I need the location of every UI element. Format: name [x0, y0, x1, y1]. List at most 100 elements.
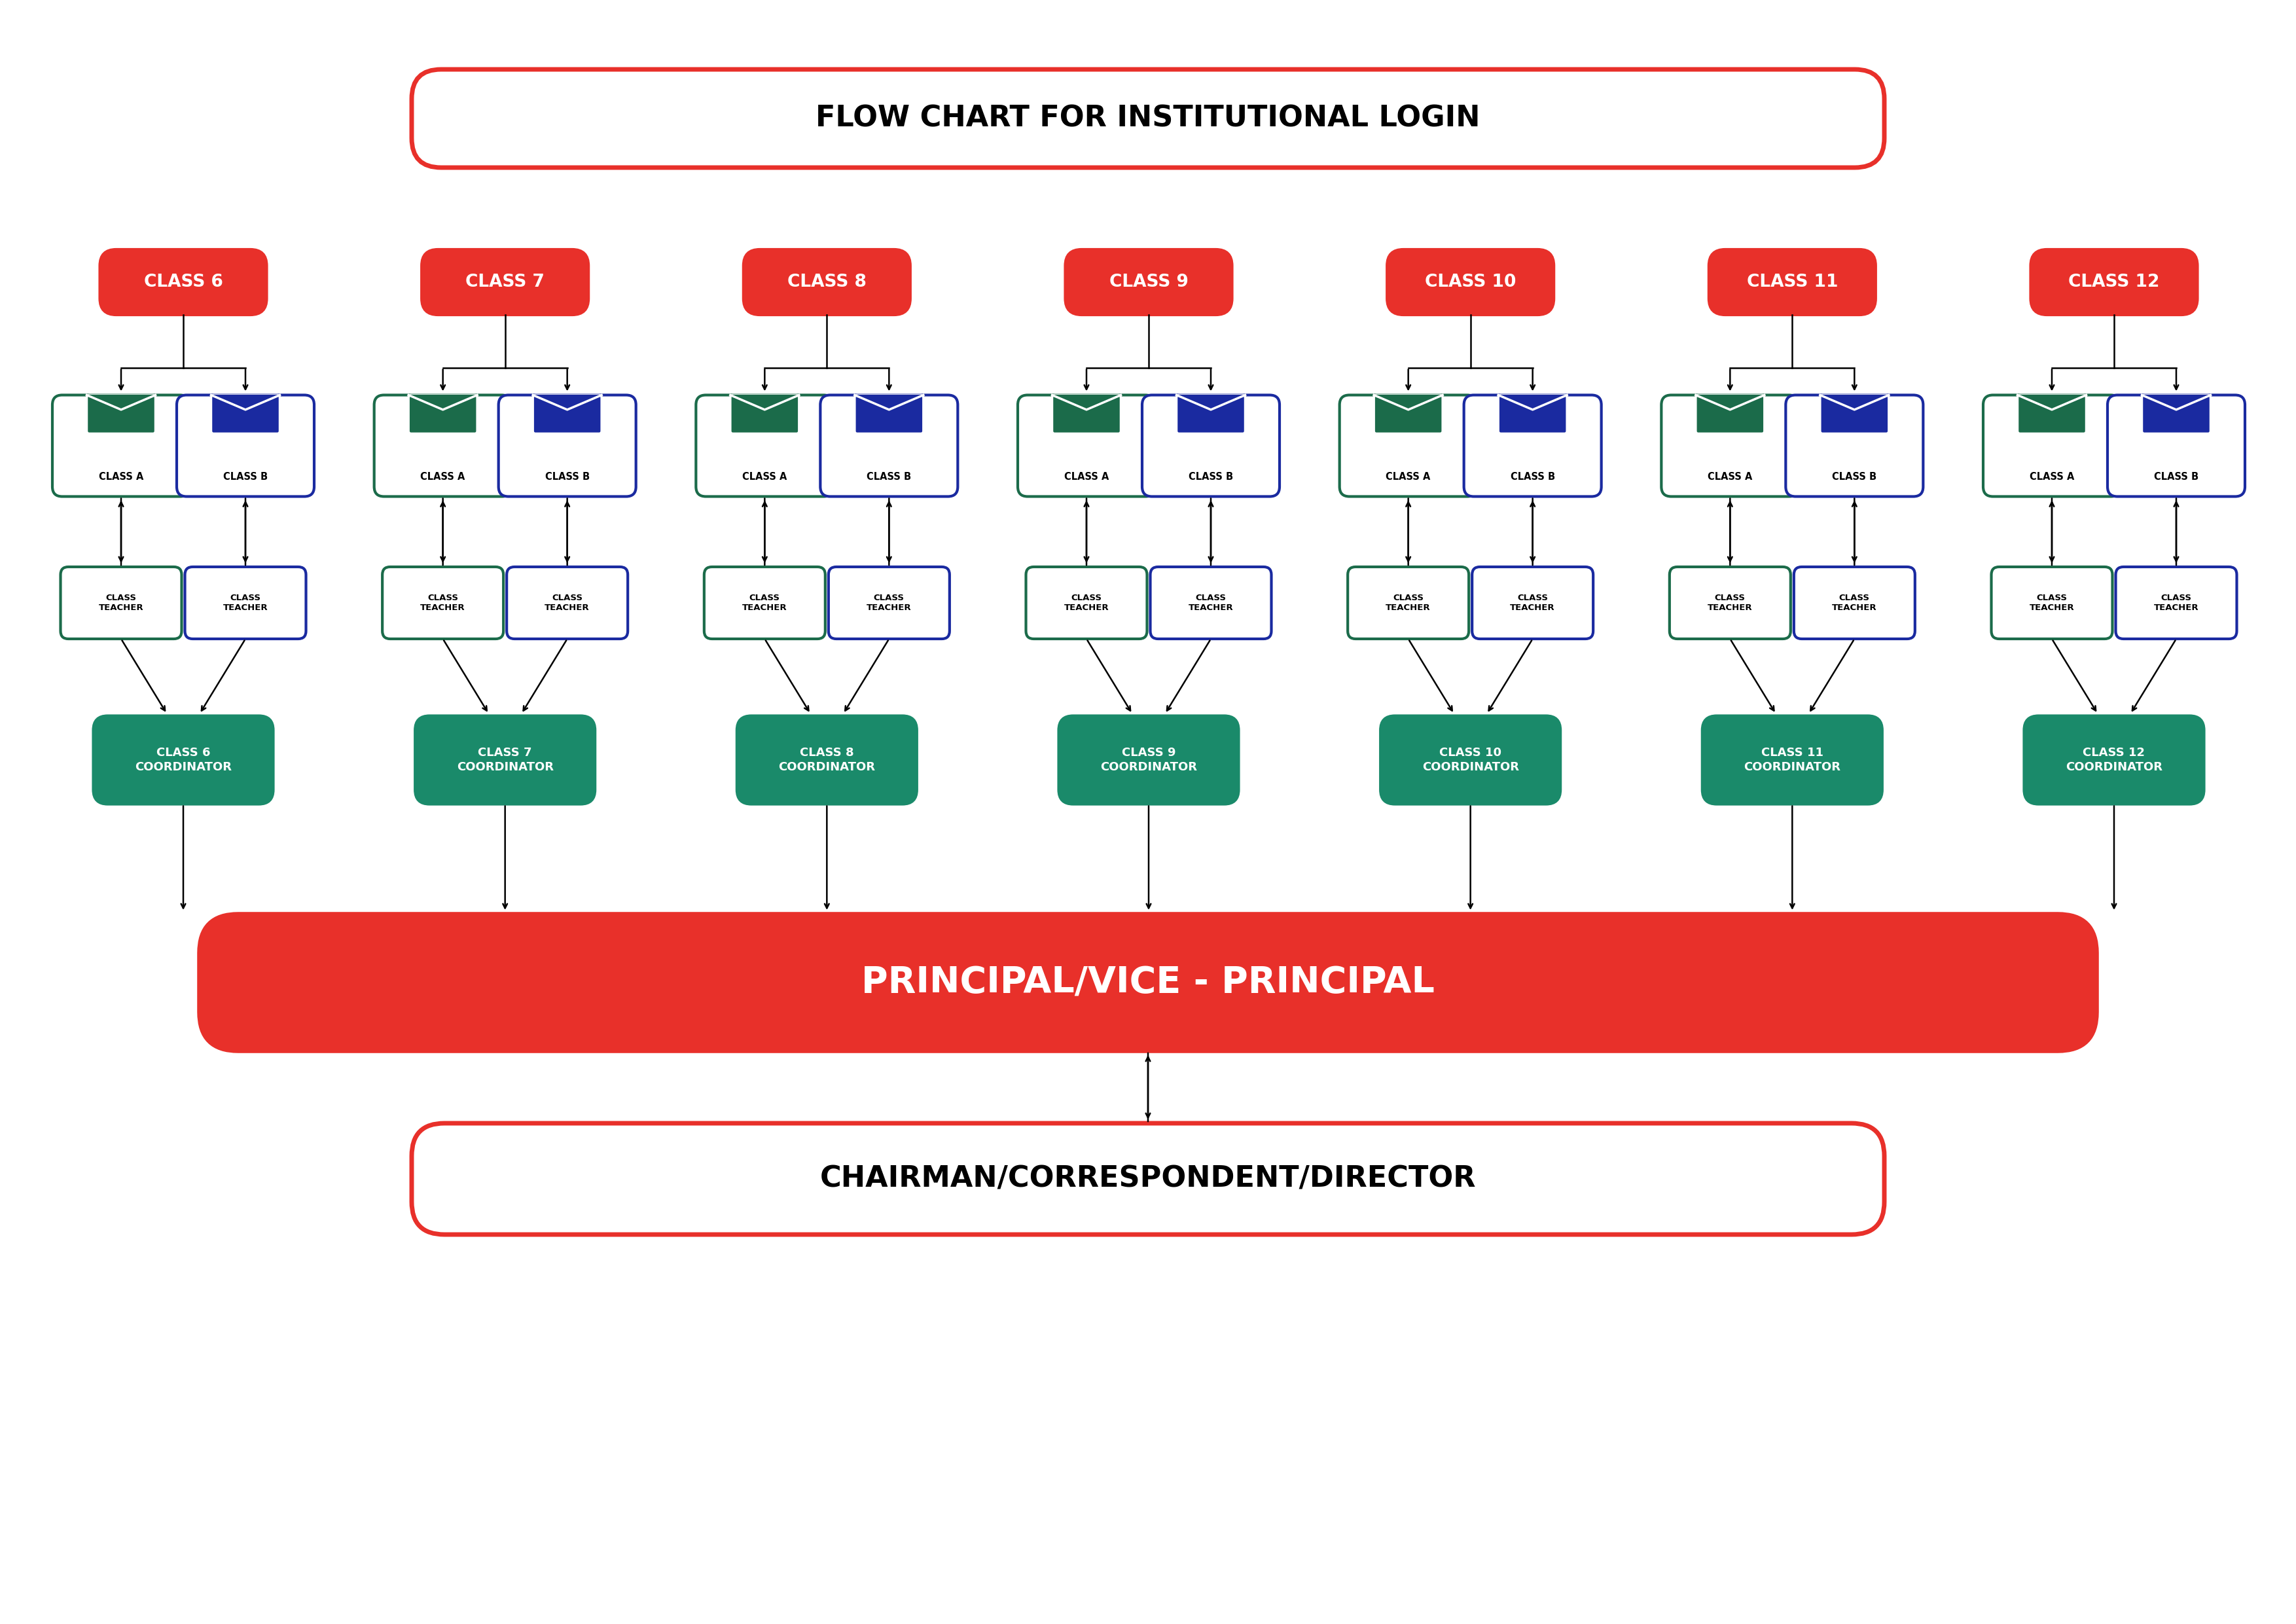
FancyBboxPatch shape	[1697, 395, 1763, 434]
FancyBboxPatch shape	[1141, 395, 1279, 497]
Text: CLASS 6: CLASS 6	[145, 273, 223, 291]
FancyBboxPatch shape	[533, 395, 602, 434]
Text: CLASS 9: CLASS 9	[1109, 273, 1189, 291]
FancyBboxPatch shape	[820, 395, 957, 497]
Polygon shape	[1176, 395, 1244, 409]
Text: CLASS B: CLASS B	[223, 473, 269, 482]
FancyBboxPatch shape	[1052, 395, 1120, 434]
FancyBboxPatch shape	[854, 395, 923, 434]
Text: CLASS 8: CLASS 8	[788, 273, 866, 291]
FancyBboxPatch shape	[744, 250, 909, 315]
Text: CLASS B: CLASS B	[1189, 473, 1233, 482]
Text: CLASS A: CLASS A	[1387, 473, 1430, 482]
FancyBboxPatch shape	[498, 395, 636, 497]
Text: CLASS
TEACHER: CLASS TEACHER	[1189, 593, 1233, 612]
Text: CLASS 12
COORDINATOR: CLASS 12 COORDINATOR	[2066, 747, 2163, 773]
FancyBboxPatch shape	[1669, 567, 1791, 638]
Text: CLASS A: CLASS A	[420, 473, 466, 482]
Polygon shape	[854, 395, 923, 409]
FancyBboxPatch shape	[1017, 395, 1155, 497]
Text: CLASS 12: CLASS 12	[2069, 273, 2161, 291]
FancyBboxPatch shape	[1065, 250, 1233, 315]
Polygon shape	[409, 395, 478, 409]
Text: CLASS 7: CLASS 7	[466, 273, 544, 291]
Polygon shape	[730, 395, 799, 409]
FancyBboxPatch shape	[409, 395, 478, 434]
FancyBboxPatch shape	[1026, 567, 1148, 638]
Text: CLASS B: CLASS B	[868, 473, 912, 482]
FancyBboxPatch shape	[2115, 567, 2236, 638]
FancyBboxPatch shape	[2030, 250, 2197, 315]
FancyBboxPatch shape	[1465, 395, 1600, 497]
FancyBboxPatch shape	[87, 395, 156, 434]
FancyBboxPatch shape	[1499, 395, 1566, 434]
Text: CLASS
TEACHER: CLASS TEACHER	[99, 593, 145, 612]
Polygon shape	[533, 395, 602, 409]
FancyBboxPatch shape	[2025, 716, 2204, 804]
Text: CLASS
TEACHER: CLASS TEACHER	[544, 593, 590, 612]
Text: CLASS 11
COORDINATOR: CLASS 11 COORDINATOR	[1745, 747, 1841, 773]
FancyBboxPatch shape	[411, 70, 1885, 167]
FancyBboxPatch shape	[1472, 567, 1593, 638]
Text: PRINCIPAL/VICE - PRINCIPAL: PRINCIPAL/VICE - PRINCIPAL	[861, 965, 1435, 1000]
Text: CLASS B: CLASS B	[1832, 473, 1876, 482]
Text: CLASS B: CLASS B	[1511, 473, 1554, 482]
Polygon shape	[87, 395, 156, 409]
FancyBboxPatch shape	[1176, 395, 1244, 434]
Text: CLASS B: CLASS B	[2154, 473, 2200, 482]
Text: CLASS 10
COORDINATOR: CLASS 10 COORDINATOR	[1421, 747, 1520, 773]
Text: CHAIRMAN/CORRESPONDENT/DIRECTOR: CHAIRMAN/CORRESPONDENT/DIRECTOR	[820, 1164, 1476, 1194]
FancyBboxPatch shape	[383, 567, 503, 638]
Text: CLASS 6
COORDINATOR: CLASS 6 COORDINATOR	[135, 747, 232, 773]
Text: CLASS
TEACHER: CLASS TEACHER	[866, 593, 912, 612]
Text: CLASS
TEACHER: CLASS TEACHER	[420, 593, 466, 612]
FancyBboxPatch shape	[1786, 395, 1924, 497]
FancyBboxPatch shape	[94, 716, 273, 804]
Text: CLASS 7
COORDINATOR: CLASS 7 COORDINATOR	[457, 747, 553, 773]
Text: FLOW CHART FOR INSTITUTIONAL LOGIN: FLOW CHART FOR INSTITUTIONAL LOGIN	[815, 104, 1481, 133]
Text: CLASS A: CLASS A	[2030, 473, 2073, 482]
Text: CLASS
TEACHER: CLASS TEACHER	[1511, 593, 1554, 612]
FancyBboxPatch shape	[60, 567, 181, 638]
Text: CLASS
TEACHER: CLASS TEACHER	[1832, 593, 1876, 612]
Text: CLASS
TEACHER: CLASS TEACHER	[1063, 593, 1109, 612]
Polygon shape	[1697, 395, 1763, 409]
FancyBboxPatch shape	[422, 250, 588, 315]
Text: CLASS 9
COORDINATOR: CLASS 9 COORDINATOR	[1100, 747, 1196, 773]
Text: CLASS
TEACHER: CLASS TEACHER	[2030, 593, 2073, 612]
FancyBboxPatch shape	[1380, 716, 1561, 804]
FancyBboxPatch shape	[2142, 395, 2211, 434]
FancyBboxPatch shape	[1348, 567, 1469, 638]
FancyBboxPatch shape	[2108, 395, 2245, 497]
Text: CLASS 11: CLASS 11	[1747, 273, 1837, 291]
Text: CLASS 8
COORDINATOR: CLASS 8 COORDINATOR	[778, 747, 875, 773]
FancyBboxPatch shape	[200, 914, 2096, 1051]
FancyBboxPatch shape	[1150, 567, 1272, 638]
FancyBboxPatch shape	[1662, 395, 1798, 497]
FancyBboxPatch shape	[737, 716, 916, 804]
FancyBboxPatch shape	[1701, 716, 1883, 804]
FancyBboxPatch shape	[1373, 395, 1442, 434]
Text: CLASS A: CLASS A	[1708, 473, 1752, 482]
FancyBboxPatch shape	[1058, 716, 1238, 804]
FancyBboxPatch shape	[177, 395, 315, 497]
Text: CLASS A: CLASS A	[1063, 473, 1109, 482]
FancyBboxPatch shape	[374, 395, 512, 497]
FancyBboxPatch shape	[1991, 567, 2112, 638]
FancyBboxPatch shape	[211, 395, 280, 434]
FancyBboxPatch shape	[186, 567, 305, 638]
Polygon shape	[1373, 395, 1442, 409]
FancyBboxPatch shape	[1793, 567, 1915, 638]
Polygon shape	[1499, 395, 1566, 409]
Text: CLASS A: CLASS A	[742, 473, 788, 482]
FancyBboxPatch shape	[1339, 395, 1476, 497]
FancyBboxPatch shape	[1984, 395, 2122, 497]
Text: CLASS
TEACHER: CLASS TEACHER	[1387, 593, 1430, 612]
Text: CLASS
TEACHER: CLASS TEACHER	[742, 593, 788, 612]
Text: CLASS
TEACHER: CLASS TEACHER	[2154, 593, 2200, 612]
FancyBboxPatch shape	[411, 1124, 1885, 1234]
FancyBboxPatch shape	[1708, 250, 1876, 315]
FancyBboxPatch shape	[696, 395, 833, 497]
FancyBboxPatch shape	[1387, 250, 1554, 315]
FancyBboxPatch shape	[2018, 395, 2087, 434]
